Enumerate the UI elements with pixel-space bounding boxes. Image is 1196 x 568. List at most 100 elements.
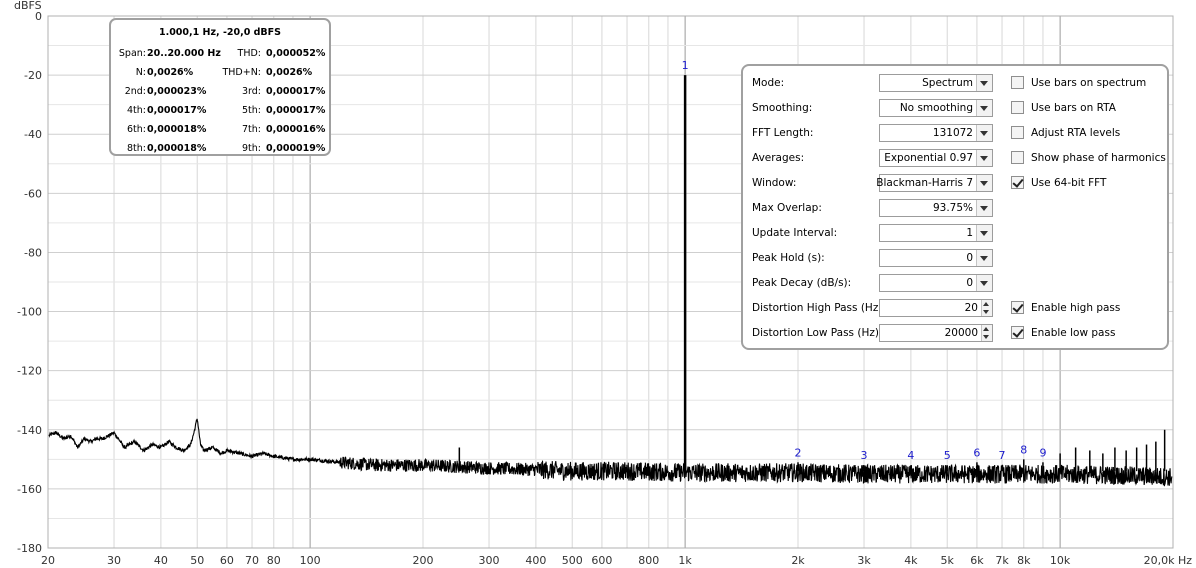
adjust-rta-levels-label: Adjust RTA levels — [1031, 127, 1121, 139]
averages-label: Averages: — [752, 152, 805, 164]
y-tick-label: -140 — [17, 424, 42, 437]
chevron-down-icon[interactable] — [976, 125, 992, 141]
enable-low-pass-checkbox[interactable] — [1011, 326, 1024, 339]
x-tick-label: 600 — [591, 554, 612, 567]
spin-arrows-icon[interactable] — [981, 325, 992, 341]
checkbox-row-high-pass: Enable high pass — [743, 299, 1167, 319]
harmonic-label: 1 — [682, 59, 689, 72]
chevron-down-icon[interactable] — [976, 250, 992, 266]
x-tick-label: 70 — [245, 554, 259, 567]
window-select[interactable]: Blackman-Harris 7 — [876, 174, 993, 192]
peak-hold-select[interactable]: 0 — [879, 249, 993, 267]
checkbox-row-low-pass: Enable low pass — [743, 324, 1167, 344]
update-interval-label: Update Interval: — [752, 227, 838, 239]
distortion-row: 4th: 0,000017% 5th: 0,000017% — [111, 105, 331, 119]
x-tick-labels: 20 30 40 50 60 70 80 100 200 300 400 500 600 800 1k 2k 3… — [41, 554, 1192, 567]
x-tick-label: 40 — [154, 554, 168, 567]
distortion-label: THD: — [237, 48, 261, 59]
peak-decay-label: Peak Decay (dB/s): — [752, 277, 852, 289]
x-tick-label: 800 — [638, 554, 659, 567]
show-phase-label: Show phase of harmonics — [1031, 152, 1166, 164]
use-bars-rta-checkbox[interactable] — [1011, 101, 1024, 114]
checkbox-row-phase: Show phase of harmonics — [743, 149, 1167, 169]
use-bars-spectrum-checkbox[interactable] — [1011, 76, 1024, 89]
plot-border — [47, 15, 1174, 549]
x-tick-label: 300 — [479, 554, 500, 567]
x-tick-label: 60 — [220, 554, 234, 567]
smoothing-select[interactable]: No smoothing — [879, 99, 993, 117]
x-tick-label: 4k — [904, 554, 918, 567]
y-tick-label: -100 — [17, 306, 42, 319]
x-tick-label: 8k — [1017, 554, 1031, 567]
distortion-value: 0,000023% — [147, 86, 207, 97]
smoothing-label: Smoothing: — [752, 102, 813, 114]
averages-select[interactable]: Exponential 0.97 — [879, 149, 993, 167]
x-tick-label: 7k — [995, 554, 1009, 567]
show-phase-checkbox[interactable] — [1011, 151, 1024, 164]
distortion-row: 8th: 0,000018% 9th: 0,000019% — [111, 143, 331, 157]
smoothing-value: No smoothing — [899, 102, 973, 114]
update-interval-value: 1 — [966, 227, 973, 239]
chevron-down-icon[interactable] — [976, 200, 992, 216]
enable-high-pass-label: Enable high pass — [1031, 302, 1121, 314]
y-axis-label: dBFS — [14, 0, 42, 12]
chevron-down-icon[interactable] — [976, 100, 992, 116]
spin-arrows-icon[interactable] — [981, 300, 992, 316]
settings-panel: Mode: Spectrum Smoothing: No smoothing F… — [741, 64, 1169, 350]
harmonic-peaks: 1 2 3 4 5 6 7 8 9 — [458, 59, 1166, 472]
mode-label: Mode: — [752, 77, 785, 89]
x-tick-label: 400 — [525, 554, 546, 567]
peak-decay-value: 0 — [966, 277, 973, 289]
distortion-label: 8th: — [127, 143, 146, 154]
max-overlap-value: 93.75% — [932, 202, 973, 214]
chevron-down-icon[interactable] — [976, 150, 992, 166]
harmonic-label: 2 — [795, 446, 802, 459]
x-tick-label: 20 — [41, 554, 55, 567]
window-label: Window: — [752, 177, 797, 189]
harmonic-label: 5 — [944, 449, 951, 462]
dist-high-pass-stepper[interactable]: 20 — [879, 299, 993, 317]
y-tick-label: -60 — [24, 187, 42, 200]
distortion-row: N: 0,0026% THD+N: 0,0026% — [111, 67, 331, 81]
averages-value: Exponential 0.97 — [884, 152, 973, 164]
averages-row: Averages: Exponential 0.97 — [743, 149, 1167, 169]
fft-length-select[interactable]: 131072 — [879, 124, 993, 142]
max-overlap-select[interactable]: 93.75% — [879, 199, 993, 217]
y-tick-label: -160 — [17, 483, 42, 496]
spectrum-trace — [48, 418, 1173, 487]
use-bars-rta-label: Use bars on RTA — [1031, 102, 1116, 114]
distortion-label: 2nd: — [124, 86, 146, 97]
distortion-value: 0,000017% — [147, 105, 207, 116]
chevron-down-icon[interactable] — [976, 225, 992, 241]
x-tick-label: 80 — [267, 554, 281, 567]
adjust-rta-levels-checkbox[interactable] — [1011, 126, 1024, 139]
distortion-value: 0,000052% — [266, 48, 326, 59]
distortion-label: 4th: — [127, 105, 146, 116]
chevron-down-icon[interactable] — [976, 175, 992, 191]
x-tick-label: 100 — [300, 554, 321, 567]
checkbox-row-adjust-rta: Adjust RTA levels — [743, 124, 1167, 144]
distortion-value: 0,0026% — [266, 67, 313, 78]
update-interval-select[interactable]: 1 — [879, 224, 993, 242]
peak-hold-row: Peak Hold (s): 0 — [743, 249, 1167, 269]
dist-high-pass-value: 20 — [964, 302, 978, 314]
max-overlap-label: Max Overlap: — [752, 202, 822, 214]
distortion-label: Span: — [118, 48, 146, 59]
distortion-label: 3rd: — [241, 86, 261, 97]
use-64bit-fft-checkbox[interactable] — [1011, 176, 1024, 189]
peak-decay-select[interactable]: 0 — [879, 274, 993, 292]
distortion-label: 6th: — [127, 124, 146, 135]
mode-select[interactable]: Spectrum — [879, 74, 993, 92]
chevron-down-icon[interactable] — [976, 275, 992, 291]
distortion-value: 20..20.000 Hz — [147, 48, 221, 59]
x-tick-label: 3k — [857, 554, 871, 567]
mode-row: Mode: Spectrum — [743, 74, 1167, 94]
y-tick-labels: 0 -20 -40 -60 -80 -100 -120 -140 -160 -180 — [17, 10, 42, 555]
x-tick-label: 10k — [1050, 554, 1071, 567]
checkbox-row-64bit: Use 64-bit FFT — [743, 174, 1167, 194]
distortion-title: 1.000,1 Hz, -20,0 dBFS — [158, 27, 282, 38]
enable-high-pass-checkbox[interactable] — [1011, 301, 1024, 314]
dist-low-pass-stepper[interactable]: 20000 — [879, 324, 993, 342]
x-tick-label: 500 — [562, 554, 583, 567]
chevron-down-icon[interactable] — [976, 75, 992, 91]
